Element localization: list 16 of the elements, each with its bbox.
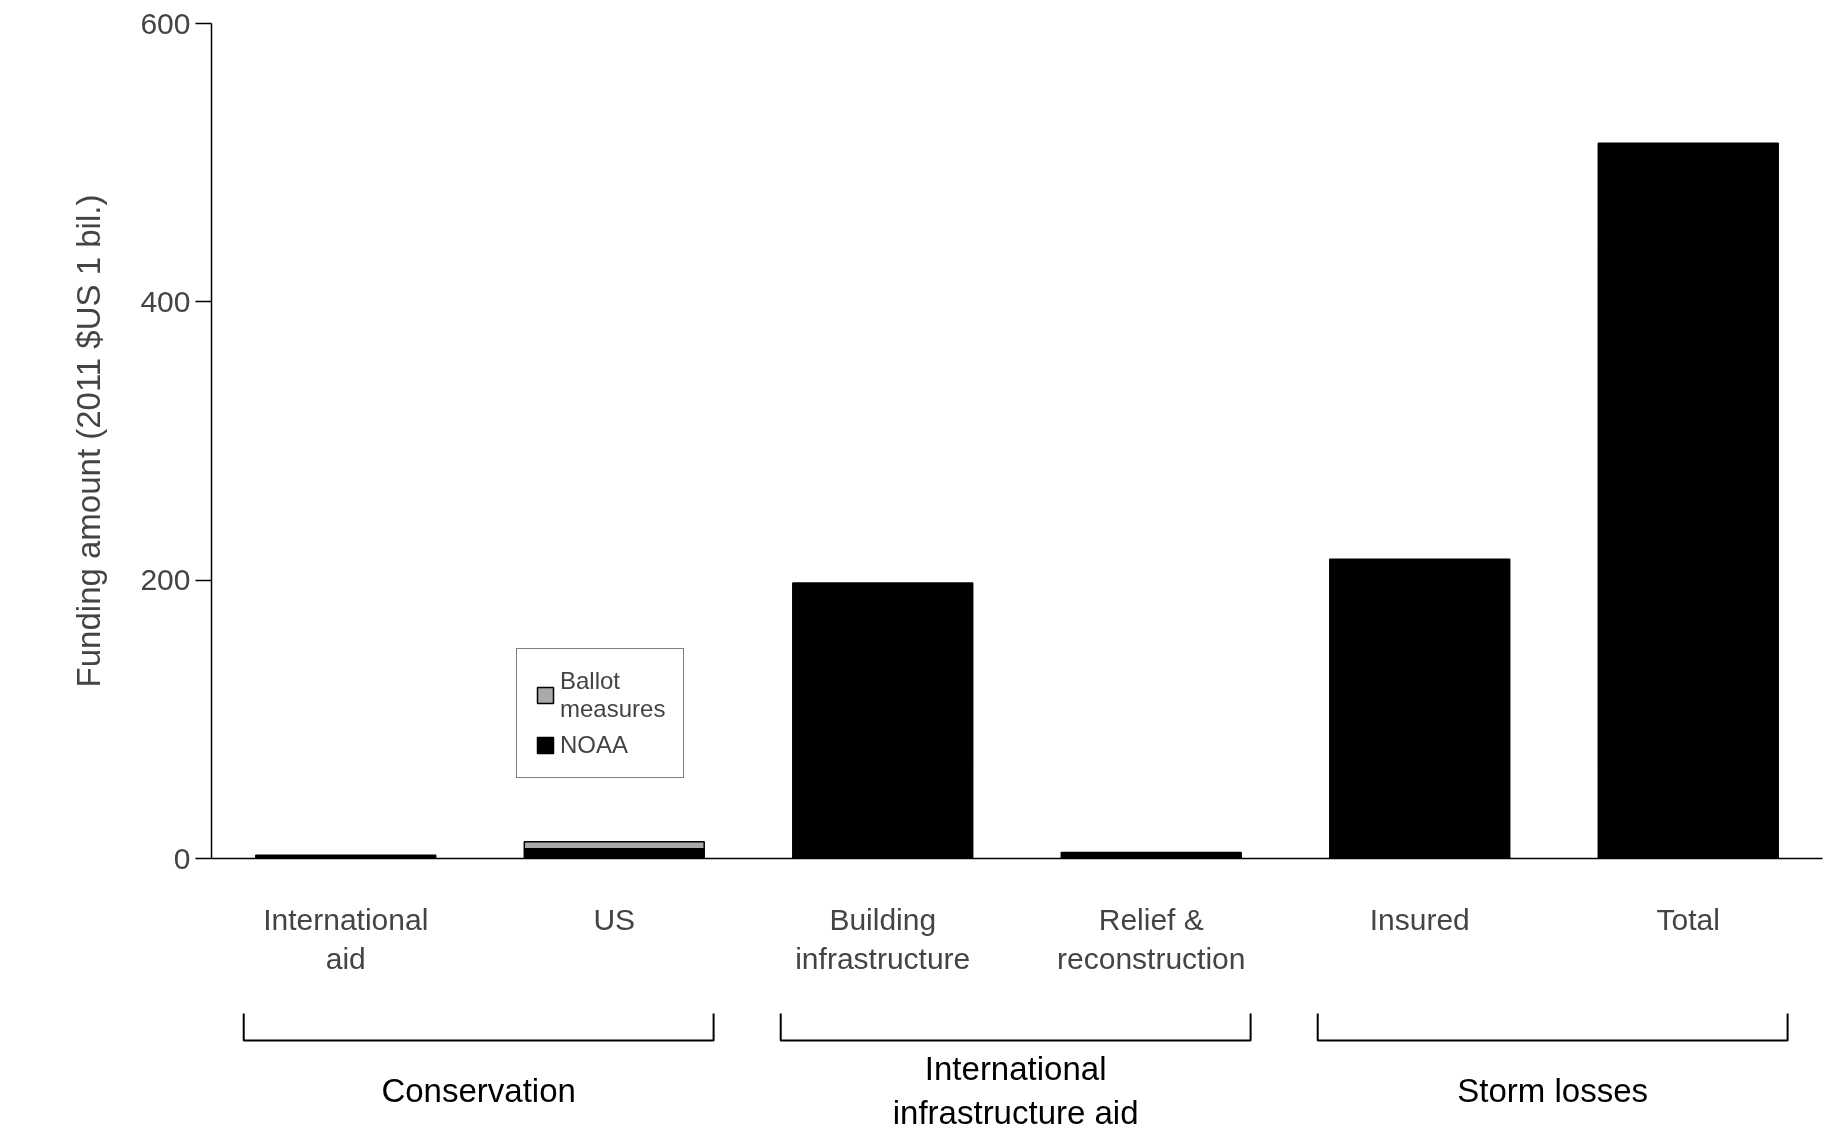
y-tick-label: 200 (140, 563, 191, 597)
x-tick-label: US (593, 902, 636, 936)
text: Conservation (381, 1072, 576, 1109)
x-tick-label: Relief & reconstruction (1057, 902, 1246, 976)
y-tick-label: 600 (140, 6, 191, 40)
x-tick-label: Building infrastructure (795, 902, 971, 976)
y-axis-title: Funding amount (2011 $US 1 bil.) (70, 194, 108, 688)
legend-label: NOAA (560, 731, 629, 759)
x-tick-label: International aid (263, 902, 429, 976)
text: International infrastructure aid (892, 1049, 1139, 1132)
text: Storm losses (1457, 1072, 1649, 1109)
y-tick-label: 400 (140, 284, 191, 318)
x-tick-label: Total (1656, 902, 1720, 936)
y-tick-label: 0 (173, 841, 191, 875)
x-tick-label: Insured (1369, 902, 1470, 936)
legend-label: Ballot measures (560, 667, 666, 723)
